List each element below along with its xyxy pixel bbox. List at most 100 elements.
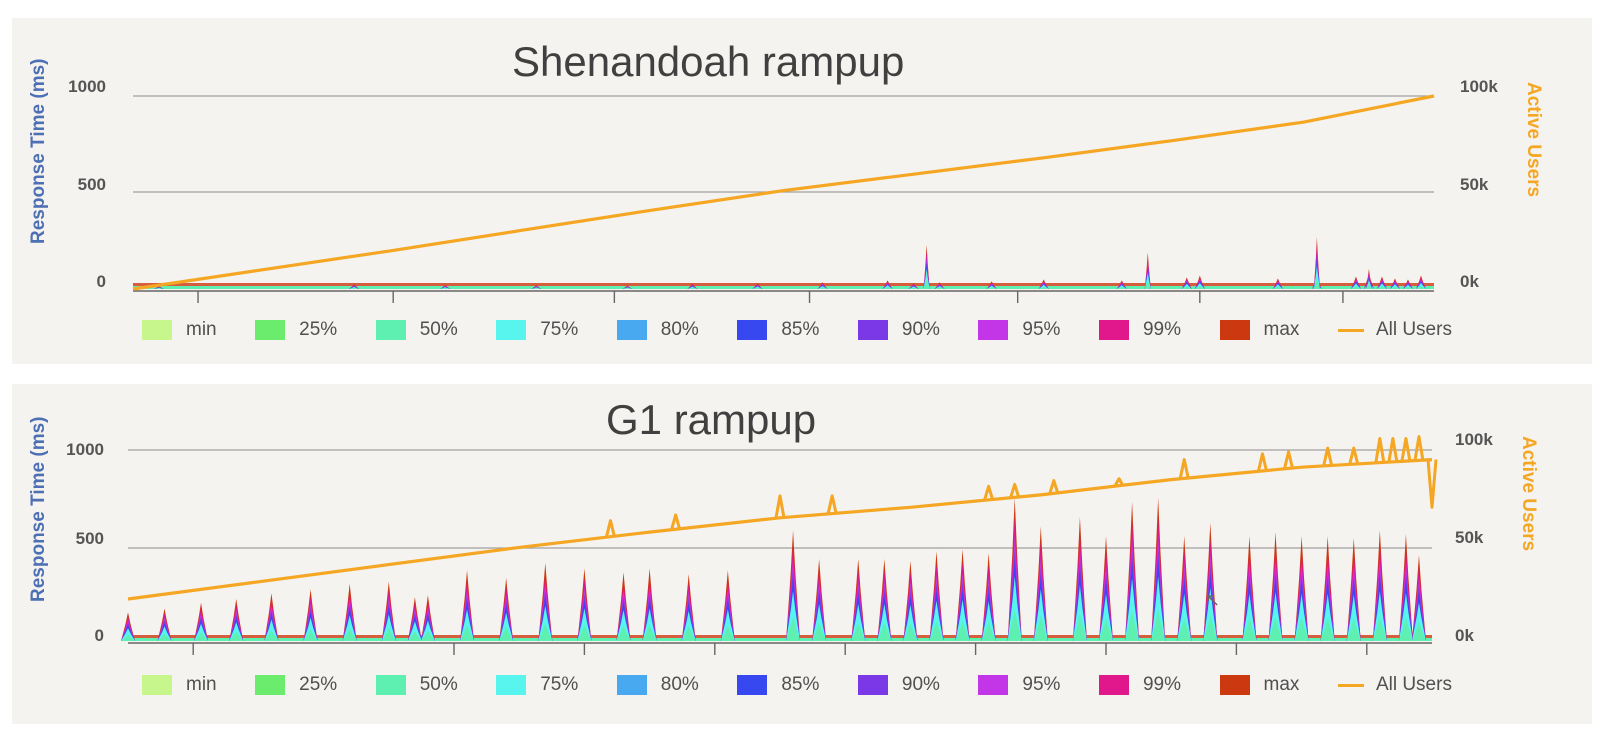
spike-75pct [1372, 591, 1387, 641]
spike-75pct [440, 287, 451, 289]
legend-item-95pct[interactable]: 95% [978, 319, 1060, 341]
spike-75pct [1007, 576, 1022, 641]
shenandoah-chart-panel: Shenandoah rampup Response Time (ms) Act… [12, 18, 1592, 364]
spike-75pct [194, 623, 209, 641]
spike-50pct [303, 629, 318, 641]
legend-label: All Users [1375, 319, 1452, 340]
spike-50pct [817, 287, 828, 289]
spike-75pct [1033, 589, 1048, 641]
spike-75pct [1144, 272, 1151, 289]
spike-75pct [923, 269, 930, 289]
spike-50pct [616, 625, 631, 641]
spike-75pct [531, 287, 542, 289]
legend-label: 50% [419, 674, 458, 695]
legend-label: min [186, 674, 217, 695]
legend-label: 75% [540, 674, 579, 695]
legend-item-max[interactable]: max [1219, 319, 1299, 341]
spike-75pct [342, 615, 357, 641]
legend-swatch [1337, 683, 1364, 687]
spike-75pct [1346, 594, 1361, 641]
legend-item-min[interactable]: min [142, 319, 217, 341]
y-axis-label-right: Active Users [1518, 436, 1539, 552]
legend-item-80pct[interactable]: 80% [616, 674, 699, 696]
legend-item-95pct[interactable]: 95% [978, 674, 1060, 696]
spike-50pct [1398, 617, 1413, 641]
spike-50pct [1320, 617, 1335, 641]
legend-label: 95% [1022, 674, 1061, 695]
legend-item-25pct[interactable]: 25% [255, 674, 337, 696]
legend-item-85pct[interactable]: 85% [737, 319, 819, 341]
legend-item-80pct[interactable]: 80% [616, 319, 699, 341]
spike-75pct [1181, 283, 1192, 289]
spike-75pct [903, 604, 918, 641]
spike-75pct [986, 285, 997, 289]
spike-75pct [1125, 578, 1140, 641]
spike-75pct [1099, 593, 1113, 641]
legend-label: 50% [419, 319, 458, 340]
legend-label: 25% [299, 674, 338, 695]
legend-swatch [496, 320, 527, 340]
spike-50pct [1099, 617, 1113, 641]
legend-item-99pct[interactable]: 99% [1098, 319, 1181, 341]
legend-label: All Users [1375, 674, 1452, 695]
spike-50pct [1411, 622, 1426, 641]
spike-75pct [577, 608, 592, 641]
legend-swatch [255, 320, 286, 340]
legend-label: 99% [1142, 319, 1181, 340]
spike-75pct [929, 600, 944, 641]
spike-50pct [1144, 280, 1151, 289]
legend-item-50pct[interactable]: 50% [375, 319, 458, 341]
legend-item-85pct[interactable]: 85% [737, 674, 819, 696]
spike-50pct [1415, 286, 1426, 289]
spike-75pct [264, 619, 279, 641]
legend-swatch [616, 320, 647, 340]
legend-item-max[interactable]: max [1219, 674, 1299, 696]
spike-50pct [499, 627, 514, 641]
legend-item-50pct[interactable]: 50% [375, 674, 458, 696]
spike-50pct [1194, 286, 1205, 289]
spike-75pct [1398, 592, 1413, 641]
y-tick-right: 0k [1460, 272, 1479, 291]
all-users-spike [1257, 452, 1268, 472]
spike-50pct [349, 287, 360, 289]
spike-50pct [1203, 614, 1218, 641]
spike-50pct [1376, 286, 1387, 289]
spike-75pct [1151, 576, 1166, 641]
spike-50pct [1389, 286, 1400, 289]
legend-item-all-users[interactable]: All Users [1337, 674, 1452, 696]
legend-item-25pct[interactable]: 25% [255, 319, 337, 341]
all-users-spike [1387, 437, 1399, 463]
legend-item-90pct[interactable]: 90% [857, 674, 940, 696]
spike-50pct [1294, 617, 1309, 641]
spike-50pct [1350, 286, 1361, 289]
spike-75pct [1242, 593, 1257, 641]
legend-item-99pct[interactable]: 99% [1098, 674, 1181, 696]
spike-75pct [882, 285, 893, 289]
legend-label: 80% [660, 319, 699, 340]
spike-50pct [903, 623, 918, 641]
response-floor-band [128, 638, 1432, 641]
all-users-spike [1374, 437, 1386, 463]
legend-item-90pct[interactable]: 90% [857, 319, 940, 341]
spike-50pct [157, 633, 172, 641]
legend-item-75pct[interactable]: 75% [496, 674, 578, 696]
legend-label: 85% [781, 674, 820, 695]
legend-item-min[interactable]: min [142, 674, 217, 696]
legend-swatch [978, 320, 1009, 340]
spike-75pct [1411, 602, 1426, 641]
chart-legend: min 25% 50% 75% 80% 85% 90% 95% 99% max All Users [142, 671, 1452, 699]
spike-50pct [1372, 616, 1387, 641]
spike-50pct [1177, 617, 1192, 641]
all-users-line [127, 458, 1433, 601]
legend-label: 95% [1022, 319, 1061, 340]
legend-label: min [186, 319, 217, 340]
g1-chart-panel: G1 rampup Response Time (ms) Active User… [12, 384, 1592, 724]
y-tick-right: 50k [1455, 528, 1484, 547]
legend-item-all-users[interactable]: All Users [1337, 319, 1452, 341]
spike-50pct [407, 631, 422, 641]
legend-item-75pct[interactable]: 75% [496, 319, 578, 341]
spike-50pct [851, 622, 866, 641]
all-users-line [132, 94, 1435, 291]
spike-50pct [929, 621, 944, 641]
spike-50pct [720, 625, 735, 641]
